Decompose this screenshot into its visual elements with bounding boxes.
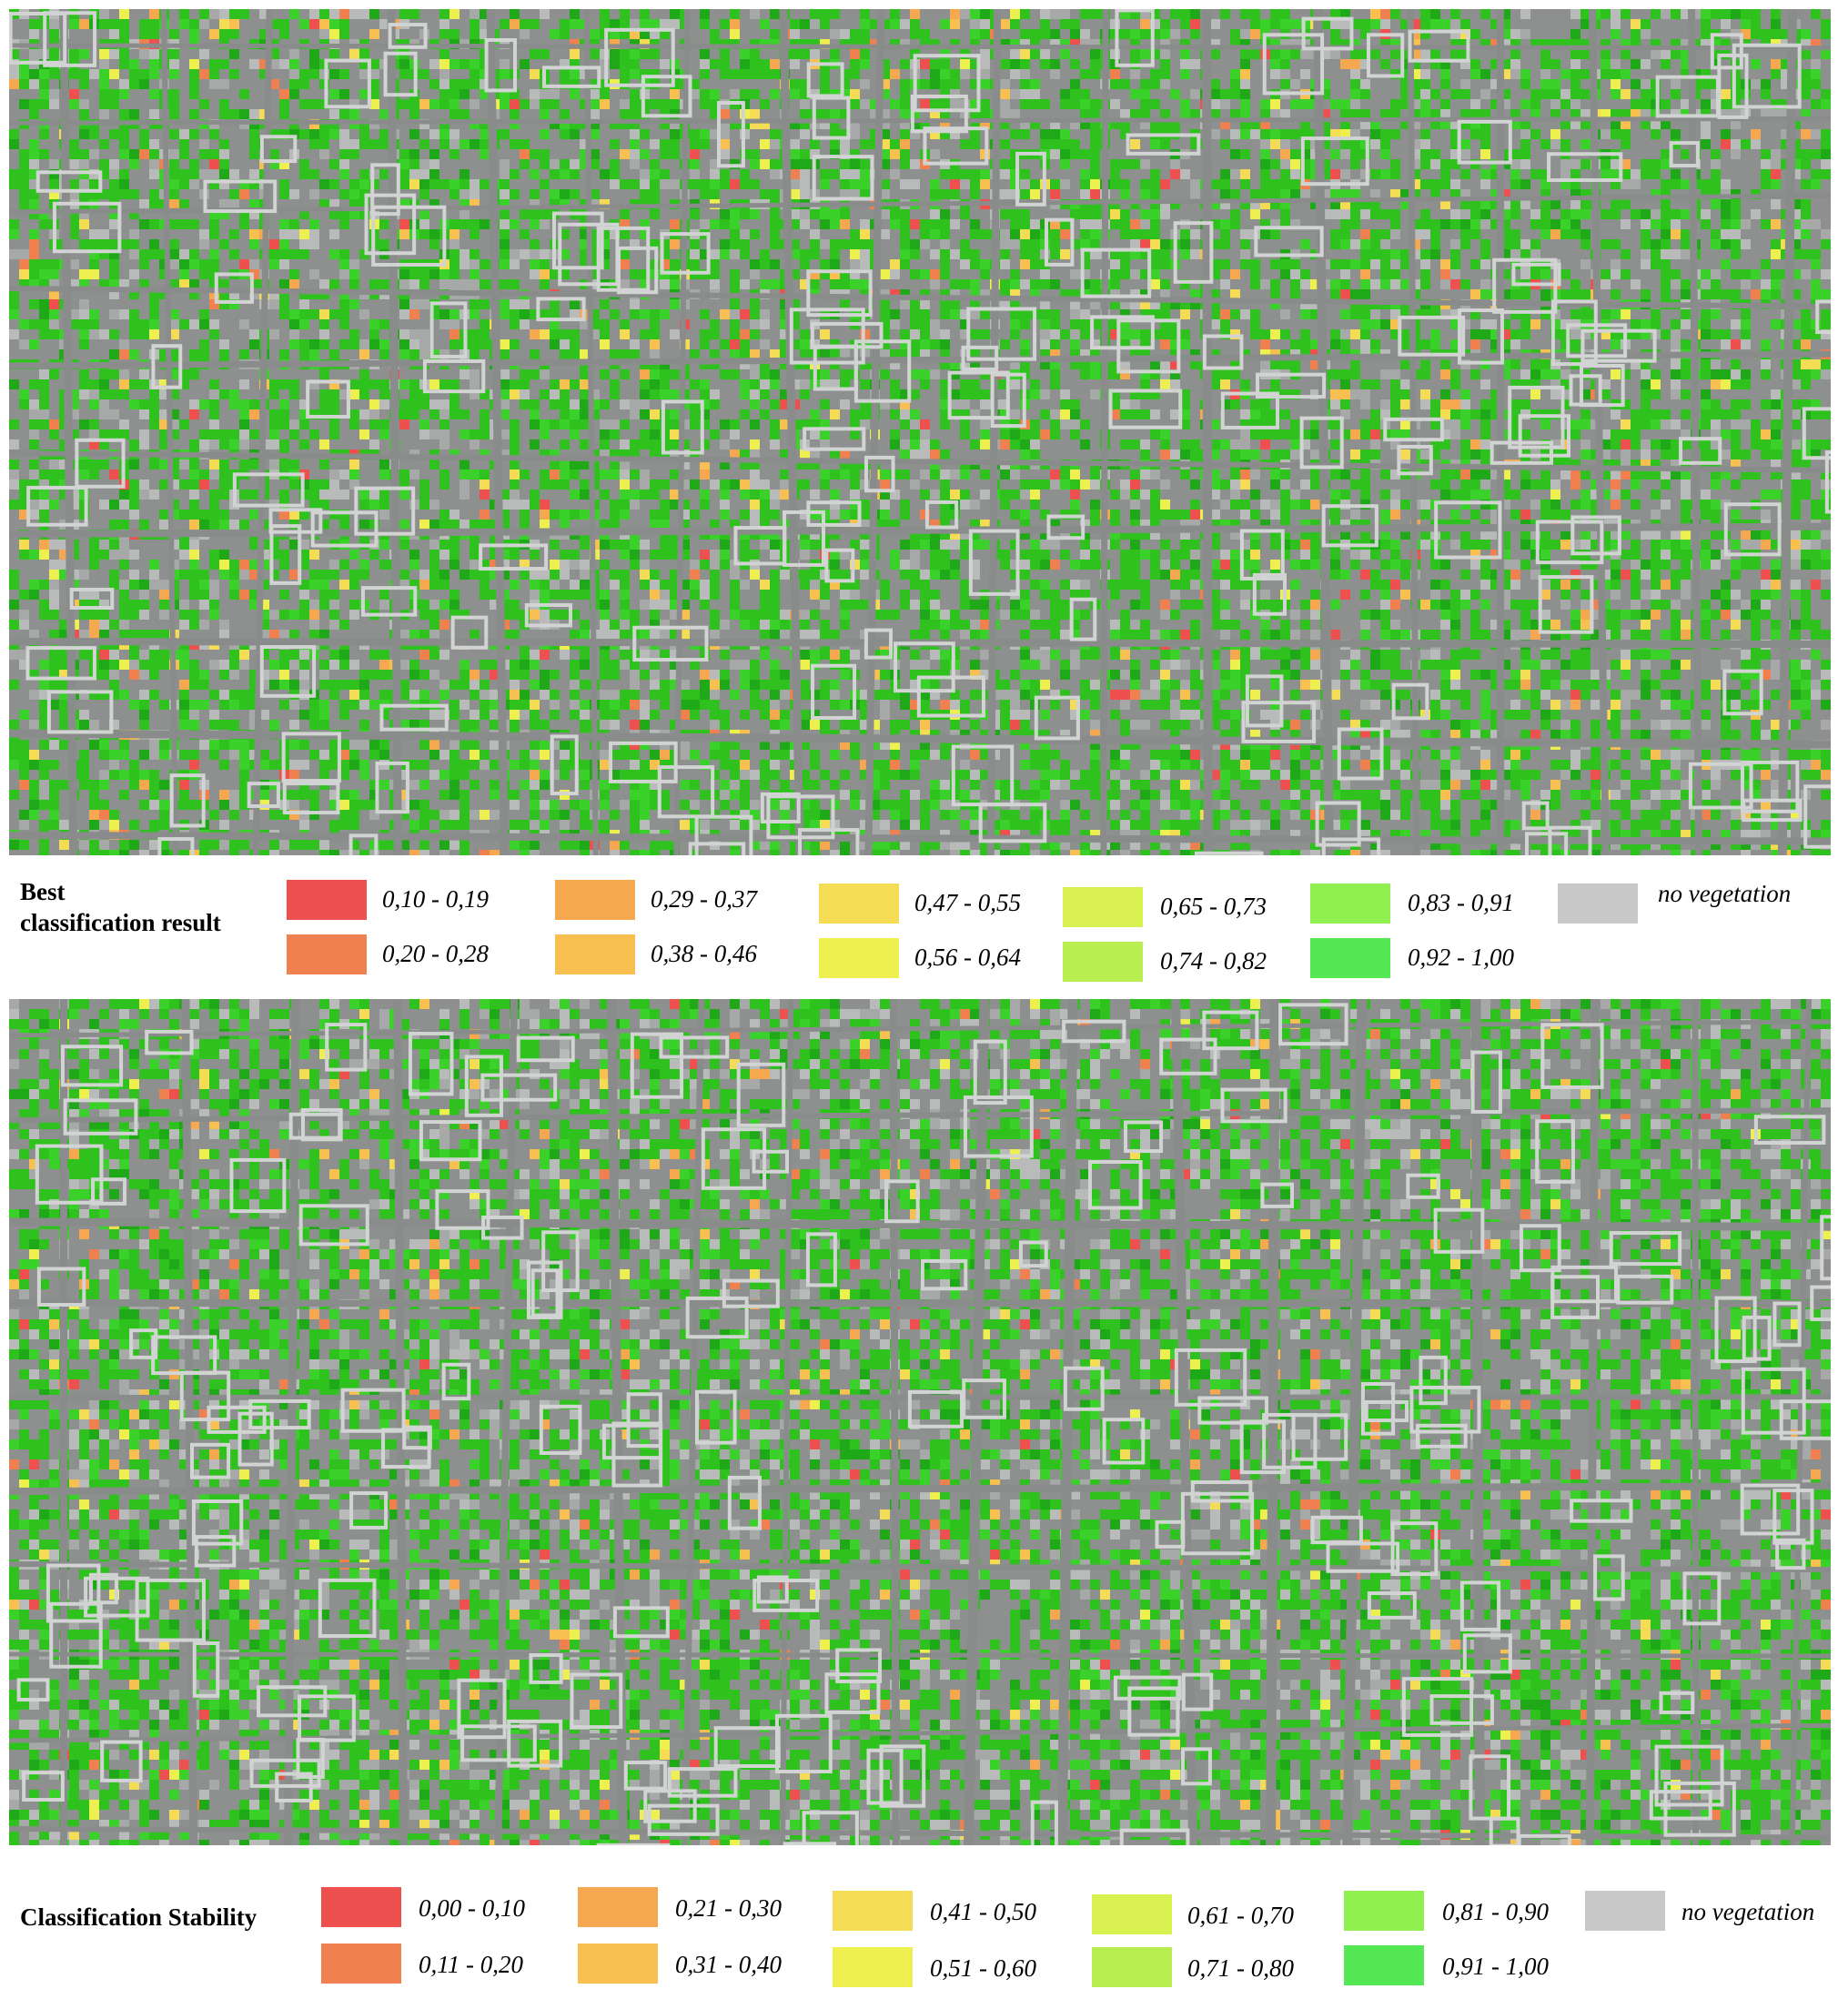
legend-classification-stability: Classification Stability 0,00 - 0,10 0,1…: [0, 1856, 1848, 1989]
legend-label-4: 0,31 - 0,40: [675, 1951, 782, 1978]
legend-label-2: 0,20 - 0,28: [382, 940, 489, 967]
legend-swatch-9: [1310, 883, 1390, 924]
legend-label-7: 0,65 - 0,73: [1160, 893, 1267, 920]
legend-label-5: 0,47 - 0,55: [914, 889, 1021, 916]
legend-swatch-2: [321, 1944, 401, 1984]
legend-label-6: 0,56 - 0,64: [914, 944, 1021, 971]
legend-swatch-6: [833, 1947, 913, 1987]
classification-stability-map: [9, 999, 1831, 1845]
legend-title: Classification Stability: [20, 1903, 258, 1931]
legend-swatch-10: [1344, 1945, 1424, 1985]
legend-label-3: 0,29 - 0,37: [651, 885, 757, 913]
legend-swatch-8: [1092, 1947, 1172, 1987]
legend-label-7: 0,61 - 0,70: [1187, 1902, 1294, 1929]
legend-swatch-2: [287, 934, 367, 974]
legend-swatch-5: [819, 883, 899, 924]
legend-best-classification: Best classification result 0,10 - 0,19 0…: [0, 860, 1848, 987]
legend-swatch-7: [1092, 1894, 1172, 1934]
legend-label-8: 0,74 - 0,82: [1160, 947, 1267, 974]
legend-label-4: 0,38 - 0,46: [651, 940, 757, 967]
legend-title: Best classification result: [20, 878, 221, 936]
legend-swatch-1: [287, 880, 367, 920]
vegetation-map-image: [9, 9, 1831, 855]
legend-label-no-vegetation: no vegetation: [1681, 1898, 1815, 1925]
legend-label-10: 0,92 - 1,00: [1408, 944, 1514, 971]
vegetation-map-image: [9, 999, 1831, 1845]
legend-swatch-no-vegetation: [1585, 1891, 1665, 1931]
legend-label-2: 0,11 - 0,20: [419, 1951, 523, 1978]
legend-label-1: 0,00 - 0,10: [419, 1894, 525, 1922]
legend-label-3: 0,21 - 0,30: [675, 1894, 782, 1922]
legend-label-9: 0,81 - 0,90: [1442, 1898, 1549, 1925]
legend-label-no-vegetation: no vegetation: [1658, 880, 1792, 907]
legend-label-10: 0,91 - 1,00: [1442, 1953, 1549, 1980]
legend-swatch-6: [819, 938, 899, 978]
legend-label-9: 0,83 - 0,91: [1408, 889, 1514, 916]
legend-label-8: 0,71 - 0,80: [1187, 1954, 1294, 1982]
legend-swatch-5: [833, 1891, 913, 1931]
legend-label-5: 0,41 - 0,50: [930, 1898, 1036, 1925]
best-classification-map: [9, 9, 1831, 855]
legend-label-1: 0,10 - 0,19: [382, 885, 489, 913]
legend-label-6: 0,51 - 0,60: [930, 1954, 1036, 1982]
legend-swatch-9: [1344, 1891, 1424, 1931]
legend-swatch-8: [1063, 942, 1143, 982]
legend-swatch-no-vegetation: [1558, 883, 1638, 924]
legend-swatch-10: [1310, 938, 1390, 978]
legend-swatch-3: [578, 1887, 658, 1927]
legend-swatch-1: [321, 1887, 401, 1927]
legend-swatch-4: [578, 1944, 658, 1984]
legend-swatch-4: [555, 934, 635, 974]
legend-swatch-7: [1063, 887, 1143, 927]
legend-swatch-3: [555, 880, 635, 920]
